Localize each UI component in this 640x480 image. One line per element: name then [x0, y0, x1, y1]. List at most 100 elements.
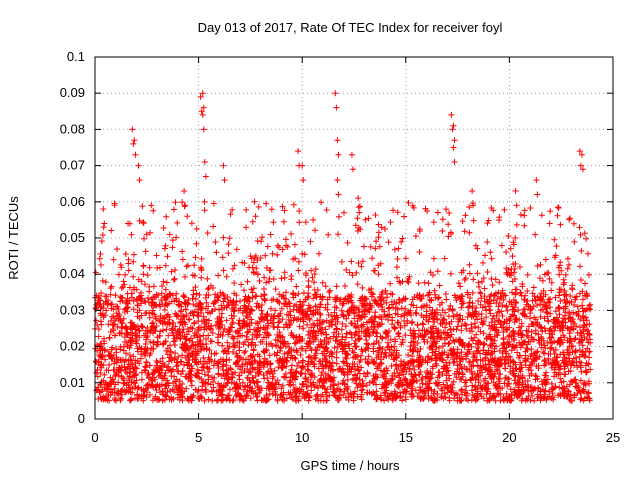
roti-point: [510, 306, 517, 313]
roti-point: [124, 300, 131, 307]
roti-point: [494, 295, 501, 302]
roti-point: [212, 291, 219, 298]
roti-point: [350, 397, 357, 404]
roti-point: [124, 300, 131, 307]
roti-point: [558, 267, 565, 274]
roti-point: [512, 298, 519, 305]
roti-point: [552, 320, 559, 327]
roti-point: [487, 249, 494, 256]
roti-point: [524, 346, 531, 353]
roti-point: [326, 353, 333, 360]
roti-point: [345, 312, 352, 319]
roti-point: [210, 378, 217, 385]
roti-point: [352, 343, 359, 350]
roti-point: [291, 314, 298, 321]
roti-point: [436, 282, 443, 289]
roti-point: [127, 319, 134, 326]
roti-point: [537, 313, 544, 320]
roti-point: [331, 391, 338, 398]
roti-point: [215, 297, 222, 304]
roti-point: [508, 333, 515, 340]
roti-point: [130, 353, 137, 360]
roti-point: [215, 380, 222, 387]
roti-point: [183, 385, 190, 392]
roti-point: [249, 364, 256, 371]
roti-point: [281, 350, 288, 357]
y-tick-label: 0.03: [60, 302, 85, 317]
roti-point: [284, 354, 291, 361]
roti-point: [288, 394, 295, 401]
roti-point: [516, 352, 523, 359]
roti-point: [474, 245, 481, 252]
roti-point: [99, 277, 106, 284]
roti-point: [428, 386, 435, 393]
roti-point: [531, 350, 538, 357]
roti-point: [577, 276, 584, 283]
roti-point: [472, 340, 479, 347]
roti-point: [564, 325, 571, 332]
roti-point: [285, 340, 292, 347]
roti-point: [561, 291, 568, 298]
roti-point: [532, 231, 539, 238]
roti-point: [417, 332, 424, 339]
roti-point: [271, 351, 278, 358]
roti-point: [139, 323, 146, 330]
roti-point: [485, 217, 492, 224]
roti-point: [438, 393, 445, 400]
roti-point: [484, 351, 491, 358]
roti-point: [579, 296, 586, 303]
roti-point: [538, 334, 545, 341]
roti-point: [320, 318, 327, 325]
roti-point: [469, 302, 476, 309]
roti-point: [181, 203, 188, 210]
roti-point: [198, 108, 205, 115]
roti-point: [583, 235, 590, 242]
roti-point: [118, 363, 125, 370]
roti-point: [422, 373, 429, 380]
roti-point: [342, 323, 349, 330]
roti-point: [380, 373, 387, 380]
roti-point: [568, 343, 575, 350]
roti-point: [487, 335, 494, 342]
roti-point: [140, 271, 147, 278]
roti-point: [235, 363, 242, 370]
roti-point: [173, 297, 180, 304]
roti-point: [262, 329, 269, 336]
roti-point: [500, 345, 507, 352]
roti-point: [244, 336, 251, 343]
roti-point: [279, 203, 286, 210]
roti-point: [189, 338, 196, 345]
roti-point: [552, 252, 559, 259]
roti-point: [357, 356, 364, 363]
roti-point: [431, 338, 438, 345]
roti-point: [331, 381, 338, 388]
roti-point: [142, 350, 149, 357]
roti-point: [192, 372, 199, 379]
roti-point: [486, 296, 493, 303]
roti-point: [530, 303, 537, 310]
roti-point: [551, 350, 558, 357]
roti-point: [132, 370, 139, 377]
roti-point: [559, 390, 566, 397]
roti-point: [423, 302, 430, 309]
roti-point: [226, 392, 233, 399]
roti-point: [265, 331, 272, 338]
roti-point: [572, 335, 579, 342]
roti-point: [371, 358, 378, 365]
roti-point: [450, 378, 457, 385]
roti-point: [201, 323, 208, 330]
roti-point: [234, 339, 241, 346]
roti-point: [258, 307, 265, 314]
roti-point: [130, 258, 137, 265]
roti-point: [181, 313, 188, 320]
roti-point: [402, 305, 409, 312]
roti-point: [177, 318, 184, 325]
roti-point: [102, 380, 109, 387]
roti-point: [201, 397, 208, 404]
roti-point: [468, 363, 475, 370]
roti-point: [269, 320, 276, 327]
roti-point: [259, 338, 266, 345]
roti-point: [204, 286, 211, 293]
roti-point: [341, 296, 348, 303]
roti-point: [274, 337, 281, 344]
